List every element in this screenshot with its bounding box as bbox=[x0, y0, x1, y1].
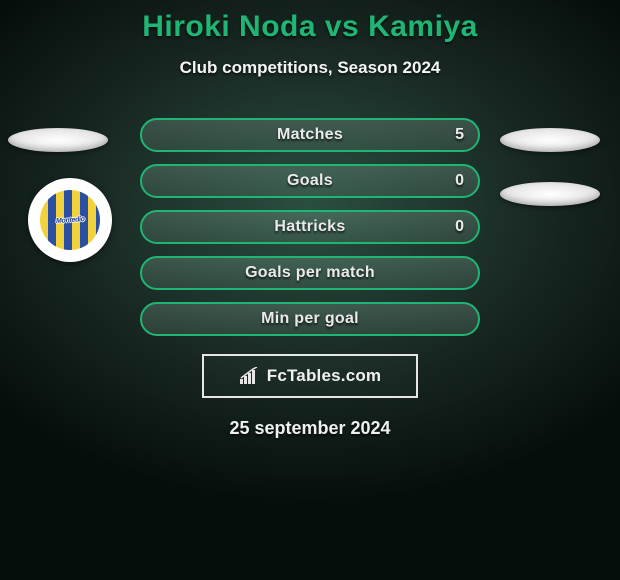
stat-label: Goals bbox=[287, 172, 333, 190]
stat-pill: Hattricks 0 bbox=[140, 210, 480, 244]
stat-row: Goals 0 bbox=[0, 164, 620, 198]
stat-pill: Goals per match bbox=[140, 256, 480, 290]
stats-rows: Matches 5 Goals 0 Hattricks 0 Goals per … bbox=[0, 118, 620, 336]
subtitle: Club competitions, Season 2024 bbox=[0, 58, 620, 78]
date-text: 25 september 2024 bbox=[0, 418, 620, 439]
stat-row: Hattricks 0 bbox=[0, 210, 620, 244]
page-title: Hiroki Noda vs Kamiya bbox=[0, 0, 620, 44]
stat-label: Goals per match bbox=[245, 264, 375, 282]
stat-row: Goals per match bbox=[0, 256, 620, 290]
stat-label: Min per goal bbox=[261, 310, 359, 328]
stat-label: Hattricks bbox=[274, 218, 345, 236]
stat-pill: Goals 0 bbox=[140, 164, 480, 198]
stat-value: 0 bbox=[455, 172, 464, 190]
stat-row: Min per goal bbox=[0, 302, 620, 336]
stat-pill: Matches 5 bbox=[140, 118, 480, 152]
watermark-text: FcTables.com bbox=[267, 366, 382, 386]
watermark: FcTables.com bbox=[202, 354, 418, 398]
stat-label: Matches bbox=[277, 126, 343, 144]
stat-value: 0 bbox=[455, 218, 464, 236]
stat-pill: Min per goal bbox=[140, 302, 480, 336]
stat-row: Matches 5 bbox=[0, 118, 620, 152]
stat-value: 5 bbox=[455, 126, 464, 144]
bar-chart-icon bbox=[239, 367, 261, 385]
